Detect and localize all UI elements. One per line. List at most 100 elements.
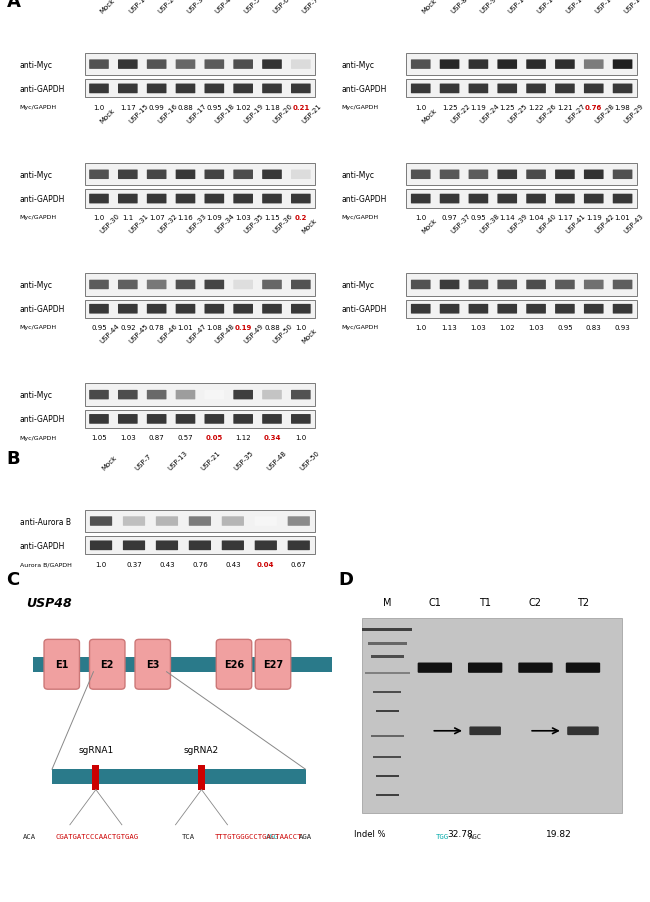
FancyBboxPatch shape [205, 415, 224, 424]
FancyBboxPatch shape [147, 281, 166, 290]
Text: E2: E2 [101, 659, 114, 669]
Bar [92, 765, 99, 790]
Text: 1.0: 1.0 [415, 105, 426, 110]
Text: 19.82: 19.82 [547, 829, 572, 838]
FancyBboxPatch shape [118, 170, 138, 179]
FancyBboxPatch shape [262, 281, 282, 290]
Text: 1.0: 1.0 [94, 215, 105, 220]
FancyBboxPatch shape [291, 305, 311, 314]
Text: 0.21: 0.21 [292, 105, 309, 110]
Text: 0.19: 0.19 [235, 325, 252, 330]
FancyBboxPatch shape [205, 170, 224, 179]
Text: 0.37: 0.37 [126, 561, 142, 566]
Text: 1.17: 1.17 [557, 215, 573, 220]
FancyBboxPatch shape [613, 305, 632, 314]
FancyBboxPatch shape [555, 305, 575, 314]
FancyBboxPatch shape [147, 391, 166, 400]
FancyBboxPatch shape [89, 195, 109, 204]
Bar [406, 164, 637, 186]
FancyBboxPatch shape [205, 391, 224, 400]
Text: 0.43: 0.43 [225, 561, 240, 566]
Text: 1.13: 1.13 [442, 325, 458, 330]
FancyBboxPatch shape [497, 170, 517, 179]
FancyBboxPatch shape [233, 195, 253, 204]
FancyBboxPatch shape [497, 195, 517, 204]
Text: 0.87: 0.87 [149, 435, 164, 440]
Text: 32.78: 32.78 [447, 829, 473, 838]
Text: 0.05: 0.05 [205, 435, 223, 440]
FancyBboxPatch shape [123, 517, 145, 526]
FancyBboxPatch shape [233, 281, 253, 290]
FancyBboxPatch shape [526, 195, 546, 204]
Text: 0.83: 0.83 [586, 325, 602, 330]
FancyBboxPatch shape [291, 170, 311, 179]
FancyBboxPatch shape [291, 195, 311, 204]
FancyBboxPatch shape [262, 170, 282, 179]
FancyBboxPatch shape [233, 85, 253, 94]
FancyBboxPatch shape [89, 170, 109, 179]
FancyBboxPatch shape [176, 195, 195, 204]
FancyBboxPatch shape [584, 281, 604, 290]
Text: Myc/GAPDH: Myc/GAPDH [20, 435, 57, 440]
FancyBboxPatch shape [176, 60, 195, 69]
FancyBboxPatch shape [176, 391, 195, 400]
Text: 1.22: 1.22 [528, 105, 544, 110]
Text: anti-GAPDH: anti-GAPDH [20, 541, 65, 550]
Text: sgRNA2: sgRNA2 [184, 746, 219, 754]
FancyBboxPatch shape [89, 415, 109, 424]
Text: 1.25: 1.25 [499, 105, 515, 110]
Text: Myc/GAPDH: Myc/GAPDH [20, 105, 57, 110]
FancyBboxPatch shape [233, 60, 253, 69]
Text: USP-30: USP-30 [99, 213, 121, 235]
FancyBboxPatch shape [567, 727, 599, 735]
FancyBboxPatch shape [584, 305, 604, 314]
Text: USP-16: USP-16 [157, 103, 179, 124]
FancyBboxPatch shape [135, 640, 170, 689]
Bar [368, 642, 407, 645]
Text: USP-6: USP-6 [272, 0, 291, 14]
Text: 1.03: 1.03 [120, 435, 136, 440]
FancyBboxPatch shape [288, 541, 310, 550]
FancyBboxPatch shape [90, 517, 112, 526]
Text: anti-Aurora B: anti-Aurora B [20, 517, 70, 526]
Bar [84, 190, 315, 208]
FancyBboxPatch shape [469, 727, 501, 735]
Text: USP-14: USP-14 [623, 0, 644, 14]
FancyBboxPatch shape [188, 541, 211, 550]
Text: 0.95: 0.95 [557, 325, 573, 330]
FancyBboxPatch shape [526, 305, 546, 314]
Text: 1.02: 1.02 [235, 105, 251, 110]
FancyBboxPatch shape [205, 85, 224, 94]
FancyBboxPatch shape [255, 640, 291, 689]
FancyBboxPatch shape [205, 60, 224, 69]
Text: USP-25: USP-25 [507, 103, 529, 124]
FancyBboxPatch shape [89, 85, 109, 94]
Text: E1: E1 [55, 659, 68, 669]
FancyBboxPatch shape [411, 195, 430, 204]
Text: USP-5: USP-5 [243, 0, 262, 14]
Text: 1.19: 1.19 [471, 105, 486, 110]
Text: USP-45: USP-45 [128, 323, 150, 345]
FancyBboxPatch shape [411, 305, 430, 314]
Bar [84, 80, 315, 98]
Text: 0.95: 0.95 [91, 325, 107, 330]
FancyBboxPatch shape [89, 60, 109, 69]
Text: 0.88: 0.88 [264, 325, 280, 330]
FancyBboxPatch shape [469, 85, 488, 94]
Bar [198, 765, 205, 790]
Text: 0.95: 0.95 [471, 215, 486, 220]
FancyBboxPatch shape [89, 305, 109, 314]
Text: Mock: Mock [301, 327, 318, 345]
FancyBboxPatch shape [147, 60, 166, 69]
FancyBboxPatch shape [555, 170, 575, 179]
Text: USP-35: USP-35 [233, 449, 255, 471]
Text: USP-22: USP-22 [450, 103, 471, 124]
Text: M: M [383, 597, 391, 607]
FancyBboxPatch shape [526, 170, 546, 179]
Text: USP-33: USP-33 [185, 213, 207, 235]
Text: 1.0: 1.0 [415, 215, 426, 220]
Text: Mock: Mock [101, 454, 118, 471]
Text: 0.57: 0.57 [177, 435, 193, 440]
FancyBboxPatch shape [176, 170, 195, 179]
Text: USP-35: USP-35 [243, 213, 265, 235]
